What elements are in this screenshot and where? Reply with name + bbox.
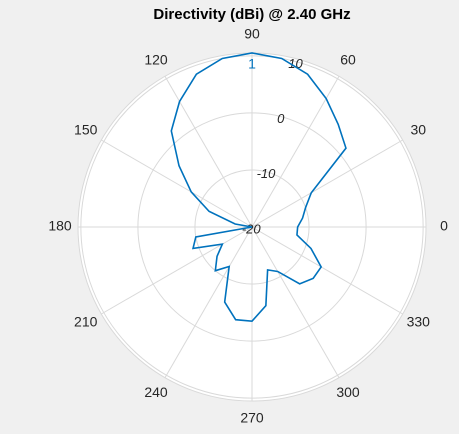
theta-tick-label: 150: [74, 122, 98, 138]
theta-tick-label: 90: [244, 26, 260, 42]
theta-tick-label: 270: [240, 410, 264, 426]
theta-tick-label: 60: [340, 51, 356, 67]
grid-spoke: [251, 226, 403, 315]
grid-spoke: [164, 226, 253, 378]
marker-label: 1: [248, 56, 256, 72]
theta-tick-label: 240: [144, 384, 168, 400]
theta-tick-label: 300: [336, 384, 360, 400]
r-tick-label: 10: [288, 56, 303, 71]
theta-tick-label: 330: [407, 314, 431, 330]
grid-spoke: [251, 139, 403, 228]
theta-tick-label: 180: [48, 218, 72, 234]
theta-tick-label: 0: [440, 218, 448, 234]
theta-tick-label: 30: [410, 122, 426, 138]
grid-spoke: [101, 139, 253, 228]
chart-title: Directivity (dBi) @ 2.40 GHz: [153, 6, 350, 23]
pattern-line: [170, 52, 347, 322]
theta-tick-label: 120: [144, 51, 168, 67]
r-tick-label: 0: [277, 111, 285, 126]
grid-spoke: [251, 76, 340, 228]
r-tick-label: -10: [257, 166, 277, 181]
theta-tick-label: 210: [74, 314, 98, 330]
grid-spoke: [251, 226, 340, 378]
grid-spoke: [101, 226, 253, 315]
r-tick-label: -20: [242, 221, 262, 236]
